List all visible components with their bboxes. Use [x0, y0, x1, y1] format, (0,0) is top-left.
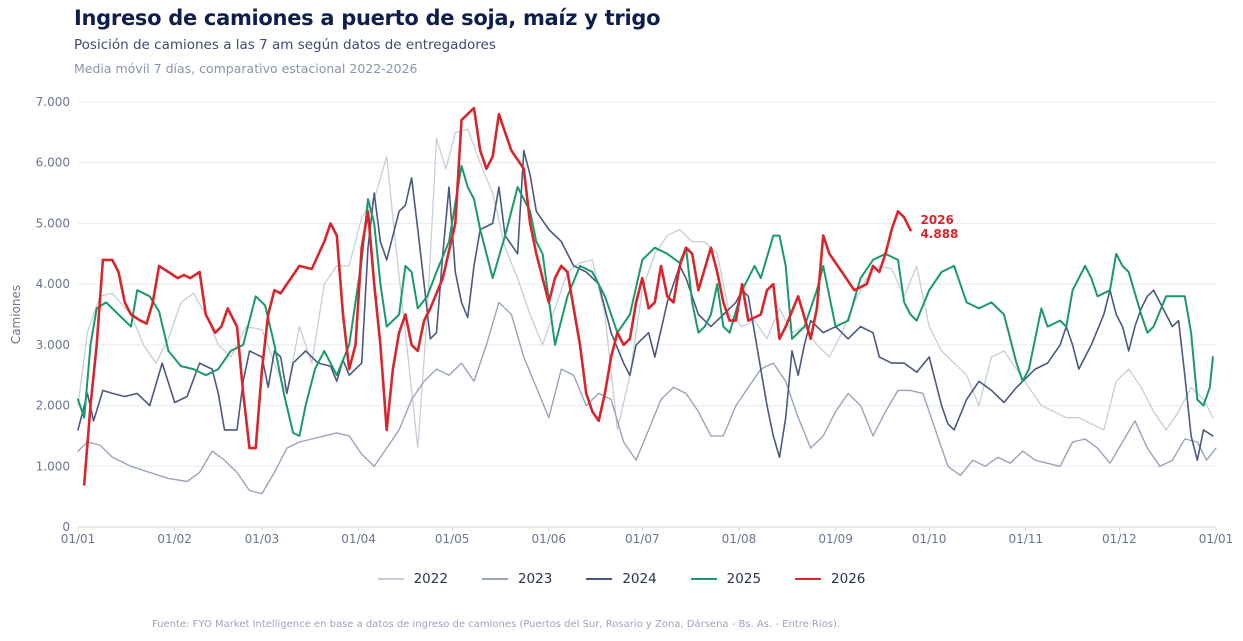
- x-tick-label: 01/02: [157, 532, 192, 546]
- series-line-2024: [77, 149, 1214, 461]
- series-line-2023: [77, 301, 1217, 495]
- legend-label: 2025: [726, 571, 762, 587]
- y-tick-label: 5.000: [36, 216, 70, 230]
- x-tick-label: 01/01: [1199, 532, 1234, 546]
- x-tick-label: 01/03: [245, 532, 280, 546]
- legend-swatch: [481, 578, 508, 580]
- chart-note: Media móvil 7 días, comparativo estacion…: [74, 61, 418, 76]
- legend-label: 2023: [517, 571, 553, 587]
- legend-item-2026[interactable]: 2026: [795, 571, 865, 587]
- x-tick-label: 01/05: [435, 532, 470, 546]
- x-tick-label: 01/01: [61, 532, 96, 546]
- x-tick-label: 01/08: [722, 532, 757, 546]
- y-tick-label: 2.000: [36, 399, 70, 413]
- series-line-2025: [77, 164, 1214, 437]
- legend-swatch: [795, 578, 822, 580]
- legend-label: 2022: [413, 571, 448, 587]
- y-axis-label: Camiones: [9, 285, 23, 344]
- y-tick-label: 7.000: [36, 95, 70, 109]
- legend-item-2023[interactable]: 2023: [481, 571, 553, 587]
- chart-title: Ingreso de camiones a puerto de soja, ma…: [74, 6, 661, 30]
- chart-legend: 2022 2023 2024 2025 2026: [0, 571, 1243, 587]
- legend-item-2024[interactable]: 2024: [586, 571, 657, 587]
- legend-item-2022[interactable]: 2022: [377, 571, 448, 587]
- legend-swatch: [377, 578, 404, 580]
- y-tick-label: 1.000: [36, 459, 70, 473]
- y-tick-label: 4.000: [36, 277, 70, 291]
- x-tick-label: 01/06: [531, 532, 566, 546]
- legend-label: 2024: [622, 571, 657, 587]
- x-tick-label: 01/10: [912, 532, 947, 546]
- x-tick-label: 01/07: [625, 532, 660, 546]
- y-tick-label: 3.000: [36, 338, 70, 352]
- series-line-2022: [77, 128, 1214, 449]
- legend-label: 2026: [831, 571, 866, 587]
- chart-subtitle: Posición de camiones a las 7 am según da…: [74, 37, 496, 53]
- annotation-series-label: 2026: [920, 213, 953, 227]
- legend-swatch: [586, 578, 613, 580]
- legend-item-2025[interactable]: 2025: [690, 571, 762, 587]
- x-tick-label: 01/04: [341, 532, 376, 546]
- x-tick-label: 01/12: [1102, 532, 1137, 546]
- annotation-value-label: 4.888: [920, 227, 958, 241]
- series-line-2026: [82, 106, 912, 486]
- y-tick-label: 6.000: [36, 156, 70, 170]
- legend-swatch: [690, 578, 717, 580]
- y-tick-label: 0: [62, 520, 70, 534]
- x-tick-label: 01/11: [1009, 532, 1044, 546]
- x-tick-label: 01/09: [818, 532, 853, 546]
- source-note: Fuente: FYO Market Intelligence en base …: [152, 619, 841, 630]
